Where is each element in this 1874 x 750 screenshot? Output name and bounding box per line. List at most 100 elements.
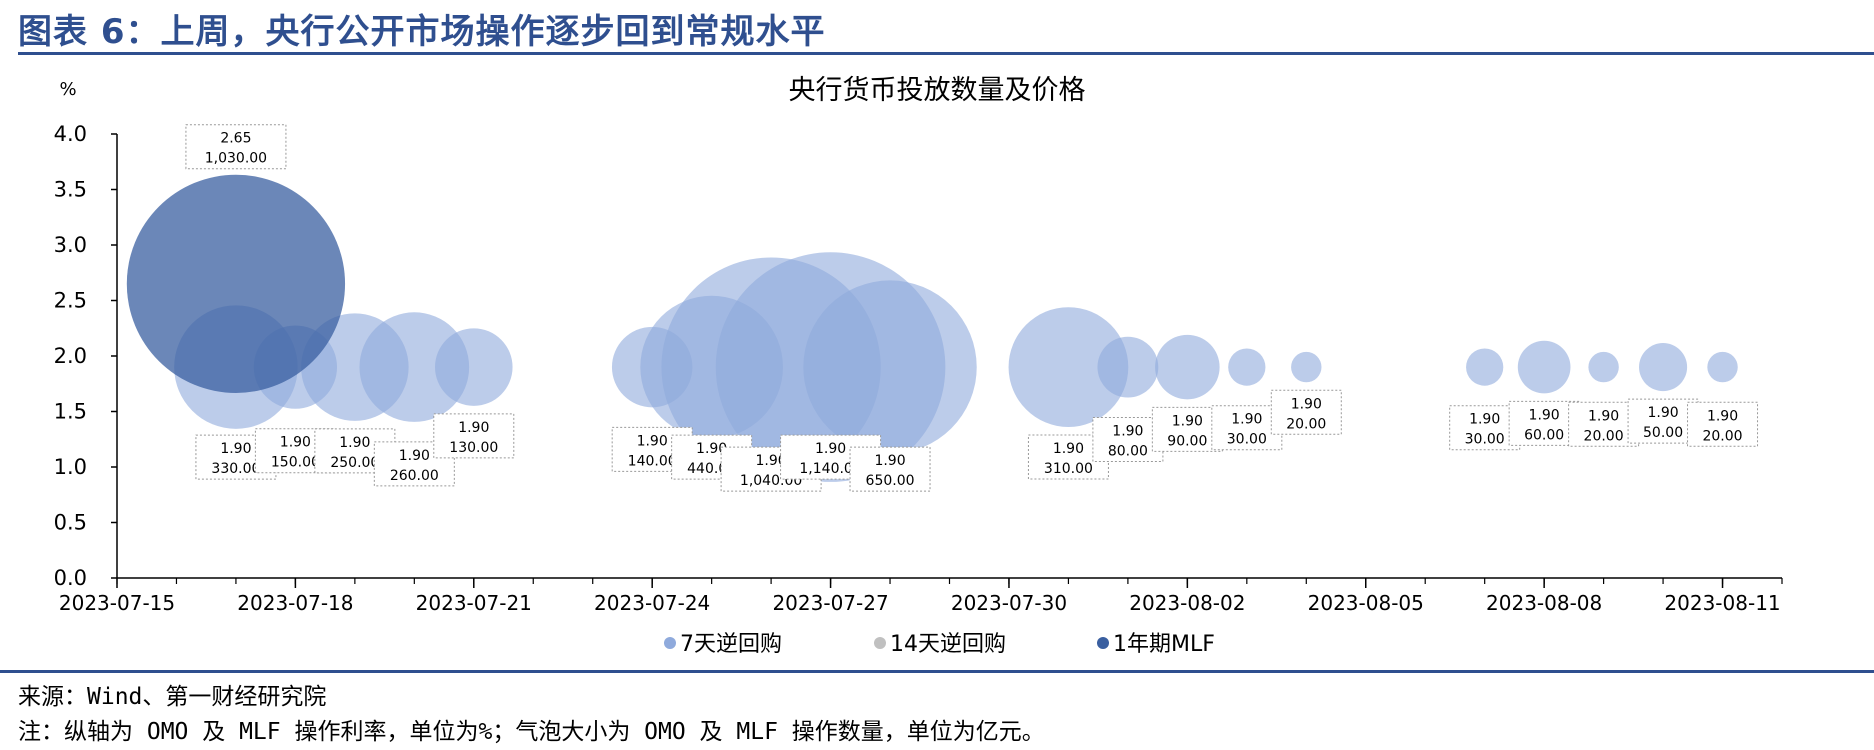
bubble [803, 280, 977, 454]
data-label-size: 60.00 [1524, 427, 1564, 443]
data-label-size: 150.00 [271, 455, 320, 471]
data-label-rate: 1.90 [756, 453, 787, 469]
data-label-rate: 1.90 [1707, 408, 1738, 424]
footnote: 注：纵轴为 OMO 及 MLF 操作利率，单位为%；气泡大小为 OMO 及 ML… [18, 719, 1045, 745]
data-label-size: 80.00 [1108, 444, 1148, 460]
bubble [359, 312, 470, 422]
title-rule [18, 52, 1874, 55]
legend-marker [874, 637, 886, 649]
data-label: 1.90 60.00 [1508, 400, 1580, 446]
data-label-rate: 1.90 [1588, 408, 1619, 424]
data-label-box [1449, 405, 1521, 451]
legend-item: 7天逆回购 [664, 632, 782, 657]
legend-label: 14天逆回购 [890, 632, 1006, 657]
y-tick-label: 0.0 [54, 566, 87, 590]
bubble [1517, 340, 1571, 394]
data-label-rate: 1.90 [1231, 412, 1262, 428]
data-label: 1.90 30.00 [1211, 405, 1283, 451]
data-label-box [1270, 389, 1342, 435]
data-label-size: 1,030.00 [205, 151, 267, 167]
bubble [1155, 334, 1220, 400]
y-tick-label: 1.0 [54, 455, 87, 479]
data-label-size: 130.00 [449, 440, 498, 456]
data-label-size: 90.00 [1167, 433, 1207, 449]
x-tick-label: 2023-08-05 [1308, 591, 1424, 615]
data-label-size: 260.00 [390, 468, 439, 484]
data-label-box [433, 413, 515, 459]
x-tick-label: 2023-08-02 [1129, 591, 1245, 615]
data-label: 1.90 650.00 [849, 446, 931, 492]
data-label-box [1568, 401, 1640, 447]
data-label-box [1627, 398, 1699, 444]
data-label: 2.65 1,030.00 [185, 124, 287, 170]
y-tick-label: 2.0 [54, 344, 87, 368]
data-label-size: 30.00 [1227, 432, 1267, 448]
data-label-rate: 2.65 [220, 131, 251, 147]
bubble [435, 328, 513, 406]
legend-label: 1年期MLF [1113, 632, 1215, 657]
bubble [1008, 307, 1129, 427]
bubble [1228, 348, 1266, 386]
y-axis-label: % [59, 79, 76, 100]
data-label: 1.90 90.00 [1151, 406, 1223, 452]
bubble [1639, 343, 1688, 392]
y-tick-label: 0.5 [54, 511, 87, 535]
data-label: 1.90 20.00 [1687, 401, 1759, 447]
data-label-rate: 1.90 [1053, 441, 1084, 457]
data-label: 1.90 130.00 [433, 413, 515, 459]
x-tick-label: 2023-07-15 [59, 591, 175, 615]
data-label-box [1211, 405, 1283, 451]
legend-item: 14天逆回购 [874, 632, 1006, 657]
data-label-box [849, 446, 931, 492]
bubble-chart: 央行货币投放数量及价格 % 0.0 0.5 1.0 1.5 2.0 2.5 3.0 3.5 4.… [54, 75, 1783, 657]
data-label: 1.90 260.00 [373, 441, 455, 487]
data-label-size: 1,140.00 [799, 461, 861, 477]
bubble [126, 174, 346, 393]
data-label-rate: 1.90 [399, 448, 430, 464]
data-label-size: 20.00 [1286, 416, 1326, 432]
data-label-size: 20.00 [1702, 428, 1742, 444]
bubble [1466, 348, 1504, 386]
x-tick-label: 2023-07-21 [416, 591, 532, 615]
data-label-rate: 1.90 [280, 435, 311, 451]
data-label-size: 250.00 [330, 455, 379, 471]
data-label-box [1508, 400, 1580, 446]
axes: 0.0 0.5 1.0 1.5 2.0 2.5 3.0 3.5 4.0 2023-07-15 202… [54, 122, 1783, 615]
data-label-size: 20.00 [1584, 428, 1624, 444]
chart-title: 央行货币投放数量及价格 [789, 75, 1086, 106]
x-tick-label: 2023-08-11 [1664, 591, 1780, 615]
legend-item: 1年期MLF [1097, 632, 1215, 657]
data-label-rate: 1.90 [1647, 405, 1678, 421]
data-label-rate: 1.90 [815, 441, 846, 457]
data-label-box [1151, 406, 1223, 452]
x-tick-label: 2023-08-08 [1486, 591, 1602, 615]
data-label-rate: 1.90 [220, 441, 251, 457]
legend-label: 7天逆回购 [680, 632, 782, 657]
x-tick-label: 2023-07-24 [594, 591, 710, 615]
data-label-rate: 1.90 [339, 435, 370, 451]
data-label-rate: 1.90 [637, 433, 668, 449]
data-label: 1.90 50.00 [1627, 398, 1699, 444]
footer-rule [0, 670, 1874, 673]
data-label-size: 140.00 [628, 453, 677, 469]
y-tick-label: 2.5 [54, 289, 87, 313]
data-label-rate: 1.90 [1529, 407, 1560, 423]
page-title: 图表 6：上周，央行公开市场操作逐步回到常规水平 [18, 12, 826, 52]
bubble [1291, 351, 1322, 383]
y-tick-label: 4.0 [54, 122, 87, 146]
bubble [1588, 351, 1619, 383]
data-label-box [1687, 401, 1759, 447]
legend: 7天逆回购 14天逆回购 1年期MLF [664, 632, 1215, 657]
data-label-size: 330.00 [211, 461, 260, 477]
bubble [1707, 351, 1738, 383]
data-label-size: 30.00 [1465, 432, 1505, 448]
data-labels: 1.90 330.00 1.90 150.00 1.90 250.00 1.90 260.00… [185, 124, 1759, 492]
data-label-rate: 1.90 [1112, 424, 1143, 440]
x-tick-label: 2023-07-18 [237, 591, 353, 615]
data-label-box [185, 124, 287, 170]
data-label-rate: 1.90 [696, 441, 727, 457]
y-tick-label: 3.5 [54, 178, 87, 202]
source-note: 来源：Wind、第一财经研究院 [18, 684, 327, 710]
bubble [1097, 336, 1159, 398]
data-label-rate: 1.90 [874, 453, 905, 469]
